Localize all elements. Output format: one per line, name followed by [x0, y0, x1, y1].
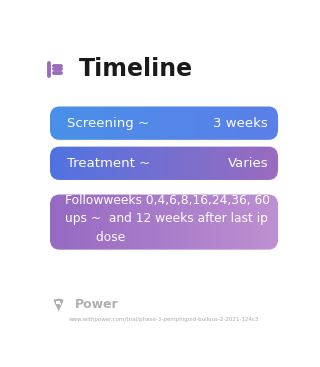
Text: 3 weeks: 3 weeks [213, 117, 268, 130]
Polygon shape [54, 298, 63, 311]
FancyBboxPatch shape [50, 195, 278, 250]
Text: Treatment ~: Treatment ~ [67, 157, 150, 170]
Polygon shape [56, 301, 61, 305]
Text: Screening ~: Screening ~ [67, 117, 149, 130]
Text: Power: Power [75, 298, 118, 311]
Text: Varies: Varies [228, 157, 268, 170]
FancyBboxPatch shape [50, 147, 278, 180]
Text: Followweeks 0,4,6,8,16,24,36, 60
ups ~  and 12 weeks after last ip
        dose: Followweeks 0,4,6,8,16,24,36, 60 ups ~ a… [65, 194, 270, 244]
Text: Timeline: Timeline [78, 58, 193, 81]
FancyBboxPatch shape [50, 106, 278, 140]
Text: www.withpower.com/trial/phase-3-pemphigoid-bullous-2-2021-124c3: www.withpower.com/trial/phase-3-pemphigo… [69, 317, 259, 322]
